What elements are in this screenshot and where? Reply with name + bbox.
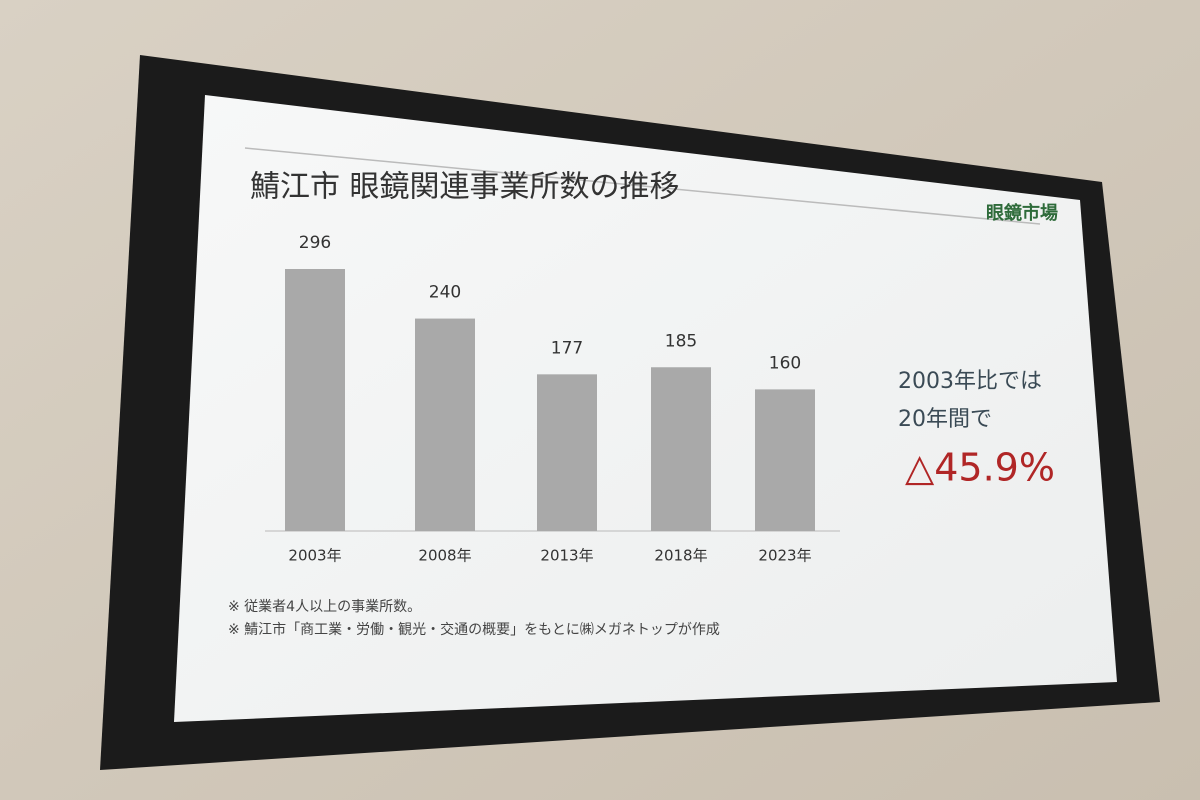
value-label: 177 — [551, 338, 583, 358]
bar — [285, 269, 345, 531]
x-tick-label: 2013年 — [540, 547, 593, 565]
annotation: 2003年比では — [898, 369, 1042, 394]
chart-title: 鯖江市 眼鏡関連事業所数の推移 — [250, 170, 680, 205]
x-tick-label: 2008年 — [418, 547, 471, 565]
logo: 眼鏡市場 — [986, 202, 1058, 224]
footnote: ※ 鯖江市「商工業・労働・観光・交通の概要」をもとに㈱メガネトップが作成 — [228, 621, 720, 638]
x-tick-label: 2003年 — [288, 547, 341, 565]
slide — [174, 95, 1117, 722]
title-rule — [244, 147, 1041, 225]
bar — [415, 318, 475, 531]
value-label: 240 — [429, 283, 461, 303]
x-tick-label: 2023年 — [758, 547, 811, 565]
value-label: 296 — [299, 233, 331, 253]
annotation: 20年間で — [898, 407, 992, 432]
x-tick-label: 2018年 — [654, 547, 707, 565]
bar — [755, 389, 815, 531]
footnote: ※ 従業者4人以上の事業所数。 — [228, 599, 421, 615]
bar — [537, 374, 597, 531]
value-label: 160 — [769, 353, 801, 373]
highlight: △45.9% — [905, 446, 1055, 490]
bar — [651, 367, 711, 531]
value-label: 185 — [665, 331, 697, 351]
